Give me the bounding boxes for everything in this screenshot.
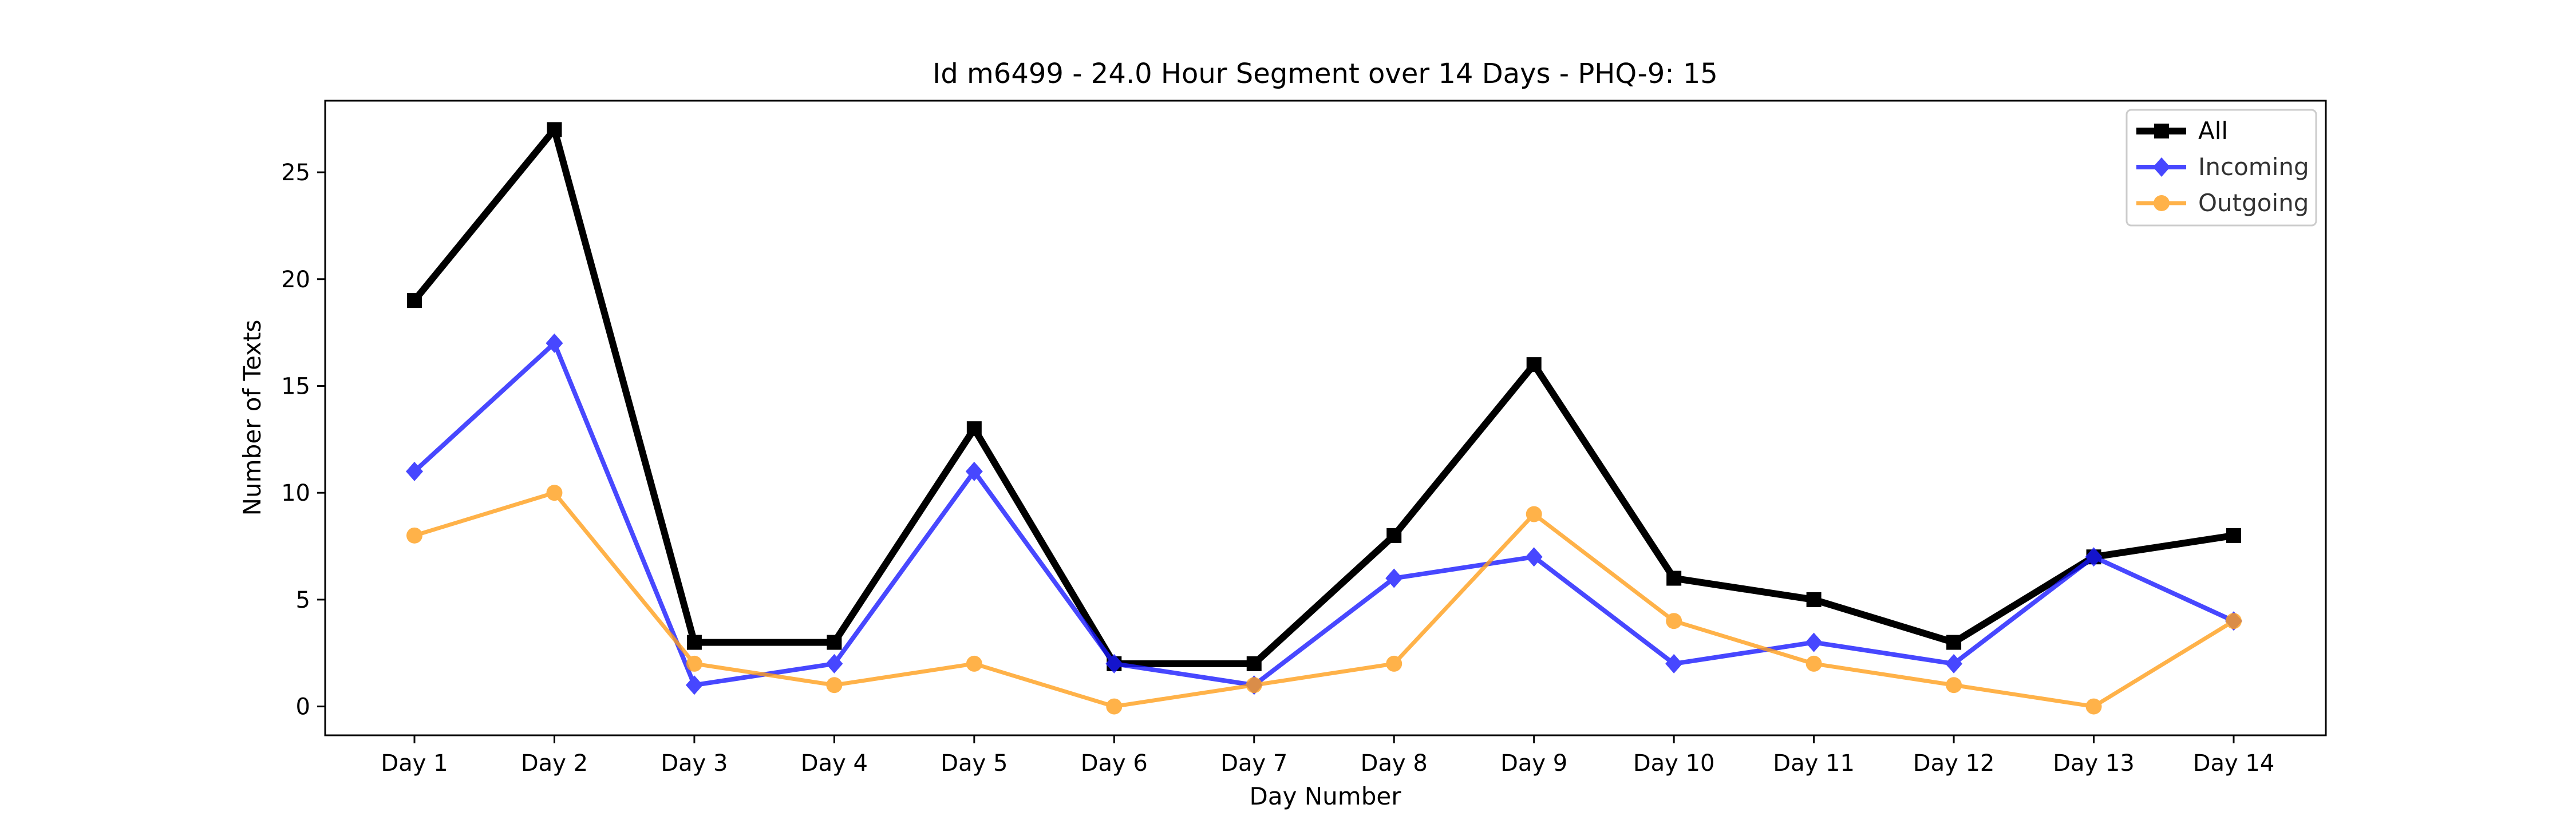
data-point-incoming — [965, 461, 983, 481]
data-point-incoming — [825, 653, 843, 674]
x-tick-label: Day 14 — [2193, 750, 2275, 777]
data-point-all — [547, 122, 562, 137]
data-point-incoming — [1805, 632, 1823, 652]
data-point-outgoing — [1805, 655, 1822, 672]
legend: All Incoming Outgoing — [2125, 109, 2317, 227]
y-tick-label: 10 — [281, 480, 310, 506]
y-tick-label: 0 — [296, 694, 310, 720]
data-point-outgoing — [686, 655, 702, 672]
plot-frame — [324, 100, 2327, 736]
x-tick-label: Day 6 — [1081, 750, 1148, 777]
x-tick-label: Day 2 — [521, 750, 588, 777]
data-point-outgoing — [1526, 506, 1542, 522]
data-point-all — [1526, 357, 1542, 373]
series-outgoing — [406, 485, 2242, 715]
data-point-all — [1246, 656, 1262, 671]
legend-label-incoming: Incoming — [2198, 153, 2309, 181]
y-tick-label: 5 — [296, 587, 310, 613]
x-tick-label: Day 1 — [381, 750, 448, 777]
data-point-outgoing — [1106, 698, 1123, 715]
data-point-outgoing — [1246, 677, 1262, 694]
x-tick-label: Day 13 — [2053, 750, 2135, 777]
data-point-outgoing — [2085, 698, 2102, 715]
legend-item-outgoing: Outgoing — [2136, 189, 2309, 217]
legend-marker-all — [2154, 124, 2169, 138]
data-point-all — [2226, 528, 2241, 543]
data-point-outgoing — [1386, 655, 1402, 672]
data-point-all — [966, 421, 982, 437]
data-point-outgoing — [406, 527, 422, 544]
y-tick-label: 25 — [281, 160, 310, 186]
y-axis-ticks: 0 5 10 15 20 25 — [281, 160, 325, 720]
chart-title: Id m6499 - 24.0 Hour Segment over 14 Day… — [933, 58, 1718, 90]
data-point-incoming — [1665, 653, 1683, 674]
data-point-all — [1946, 635, 1962, 650]
data-point-incoming — [1945, 653, 1963, 674]
data-point-all — [827, 635, 842, 650]
data-point-outgoing — [1946, 677, 1962, 694]
series-incoming — [406, 333, 2242, 695]
data-point-outgoing — [546, 485, 563, 501]
legend-label-outgoing: Outgoing — [2198, 189, 2309, 217]
data-point-outgoing — [2226, 613, 2242, 629]
legend-box — [2125, 109, 2317, 227]
data-point-incoming — [1525, 547, 1543, 567]
x-axis-ticks: Day 1 Day 2 Day 3 Day 4 Day 5 Day 6 Day 7 Day 8… — [381, 735, 2274, 777]
data-point-incoming — [406, 461, 423, 481]
y-axis-label: Number of Texts — [238, 320, 266, 516]
data-point-all — [686, 635, 702, 650]
x-tick-label: Day 4 — [801, 750, 868, 777]
x-tick-label: Day 11 — [1773, 750, 1855, 777]
x-axis-label: Day Number — [1249, 782, 1401, 810]
x-tick-label: Day 9 — [1500, 750, 1567, 777]
data-point-all — [1806, 592, 1822, 607]
data-point-outgoing — [826, 677, 843, 694]
x-tick-label: Day 5 — [941, 750, 1008, 777]
y-tick-label: 15 — [281, 373, 310, 399]
data-point-incoming — [2085, 547, 2103, 567]
legend-item-incoming: Incoming — [2136, 153, 2309, 181]
data-point-outgoing — [1666, 613, 1682, 629]
data-point-all — [1666, 571, 1682, 586]
legend-marker-outgoing — [2154, 195, 2170, 211]
y-tick-label: 20 — [281, 267, 310, 293]
legend-label-all: All — [2198, 117, 2228, 145]
data-point-incoming — [1385, 568, 1403, 588]
x-tick-label: Day 3 — [661, 750, 728, 777]
x-tick-label: Day 12 — [1913, 750, 1995, 777]
series-line-outgoing — [413, 490, 2235, 709]
legend-item-all: All — [2136, 117, 2228, 145]
series-line-incoming — [413, 339, 2235, 688]
series-line-all — [412, 122, 2234, 667]
x-tick-label: Day 8 — [1361, 750, 1428, 777]
legend-marker-incoming — [2153, 157, 2170, 177]
x-tick-label: Day 10 — [1633, 750, 1715, 777]
data-point-incoming — [546, 333, 563, 353]
data-point-all — [1386, 528, 1402, 543]
x-tick-label: Day 7 — [1220, 750, 1287, 777]
data-point-all — [407, 293, 422, 308]
plot-series — [406, 122, 2242, 715]
series-all — [407, 122, 2241, 671]
data-point-incoming — [1105, 653, 1123, 674]
data-point-incoming — [685, 675, 703, 695]
data-point-outgoing — [966, 655, 982, 672]
